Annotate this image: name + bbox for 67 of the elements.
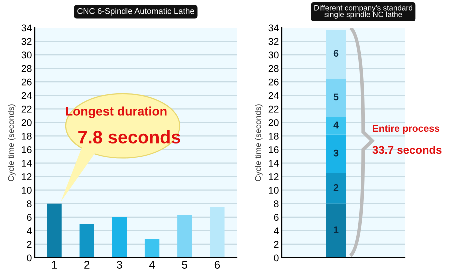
y-tick-label: 24 xyxy=(22,92,32,100)
y-tick-label: 24 xyxy=(268,92,279,100)
bar xyxy=(144,239,160,258)
y-tick-label: 34 xyxy=(22,24,32,32)
y-tick-label: 8 xyxy=(27,200,32,208)
series-label: 5 xyxy=(334,94,339,101)
bar xyxy=(326,117,346,135)
y-tick-label: 8 xyxy=(274,200,279,208)
x-tick-label: 3 xyxy=(117,261,122,269)
y-tick-label: 6 xyxy=(27,214,32,222)
series-label: 2 xyxy=(334,184,339,192)
text: 33.7 seconds xyxy=(372,146,442,154)
y-tick-label: 6 xyxy=(274,214,279,222)
bar xyxy=(178,215,192,258)
annotation: 7.8 seconds xyxy=(78,130,180,144)
y-tick-label: 18 xyxy=(269,132,279,140)
y-tick-label: 26 xyxy=(22,78,32,86)
y-tick-label: 20 xyxy=(22,119,32,126)
bar xyxy=(326,204,346,258)
y-tick-label: 18 xyxy=(22,132,32,140)
bar xyxy=(326,134,346,174)
y-tick-label: 22 xyxy=(268,106,279,113)
y-tick-label: 30 xyxy=(22,52,32,59)
y-tick-label: 4 xyxy=(27,228,32,234)
y-tick-label: 16 xyxy=(269,146,279,154)
y-tick-label: 0 xyxy=(274,254,279,262)
y-tick-label: 16 xyxy=(22,146,32,154)
y-tick-label: 14 xyxy=(269,160,279,167)
bar xyxy=(326,173,346,204)
y-tick-label: 10 xyxy=(269,187,279,194)
y-tick-label: 14 xyxy=(22,160,32,167)
y-tick-label: 28 xyxy=(22,65,32,72)
y-tick-label: 10 xyxy=(22,187,32,194)
y-tick-label: 0 xyxy=(27,254,32,262)
x-tick-label: 6 xyxy=(214,261,220,269)
y-tick-label: 32 xyxy=(268,38,279,46)
y-tick-label: 20 xyxy=(268,119,279,126)
y-tick-label: 26 xyxy=(268,78,279,86)
series-label: 1 xyxy=(334,226,339,234)
series-label: 6 xyxy=(334,50,339,57)
y-tick-label: 28 xyxy=(268,65,279,72)
y-axis-title: Cycle time (seconds) xyxy=(255,104,263,182)
bar xyxy=(112,217,128,258)
series-label: 3 xyxy=(334,150,339,157)
y-tick-label: 32 xyxy=(22,38,32,46)
y-tick-label: 12 xyxy=(22,174,32,180)
x-tick-label: 4 xyxy=(149,261,156,269)
y-tick-label: 4 xyxy=(274,228,279,234)
series-label: 4 xyxy=(334,122,339,129)
x-tick-label: 1 xyxy=(52,261,58,269)
text: Entire process xyxy=(373,124,440,134)
y-tick-label: 2 xyxy=(27,241,32,248)
bar xyxy=(210,207,225,258)
y-tick-label: 34 xyxy=(268,24,279,32)
y-tick-label: 22 xyxy=(22,106,32,113)
bar xyxy=(80,224,94,258)
chart-title: CNC 6-Spindle Automatic Lathe xyxy=(78,8,194,16)
annotation: Longest duration xyxy=(66,106,167,118)
y-tick-label: 12 xyxy=(269,174,279,180)
x-tick-label: 2 xyxy=(84,261,90,269)
y-axis-title: Cycle time (seconds) xyxy=(8,104,16,182)
bar xyxy=(326,78,346,118)
bar xyxy=(47,204,62,258)
y-tick-label: 30 xyxy=(268,52,279,59)
x-tick-label: 5 xyxy=(182,261,188,269)
y-tick-label: 2 xyxy=(274,241,279,248)
bar xyxy=(326,30,346,79)
